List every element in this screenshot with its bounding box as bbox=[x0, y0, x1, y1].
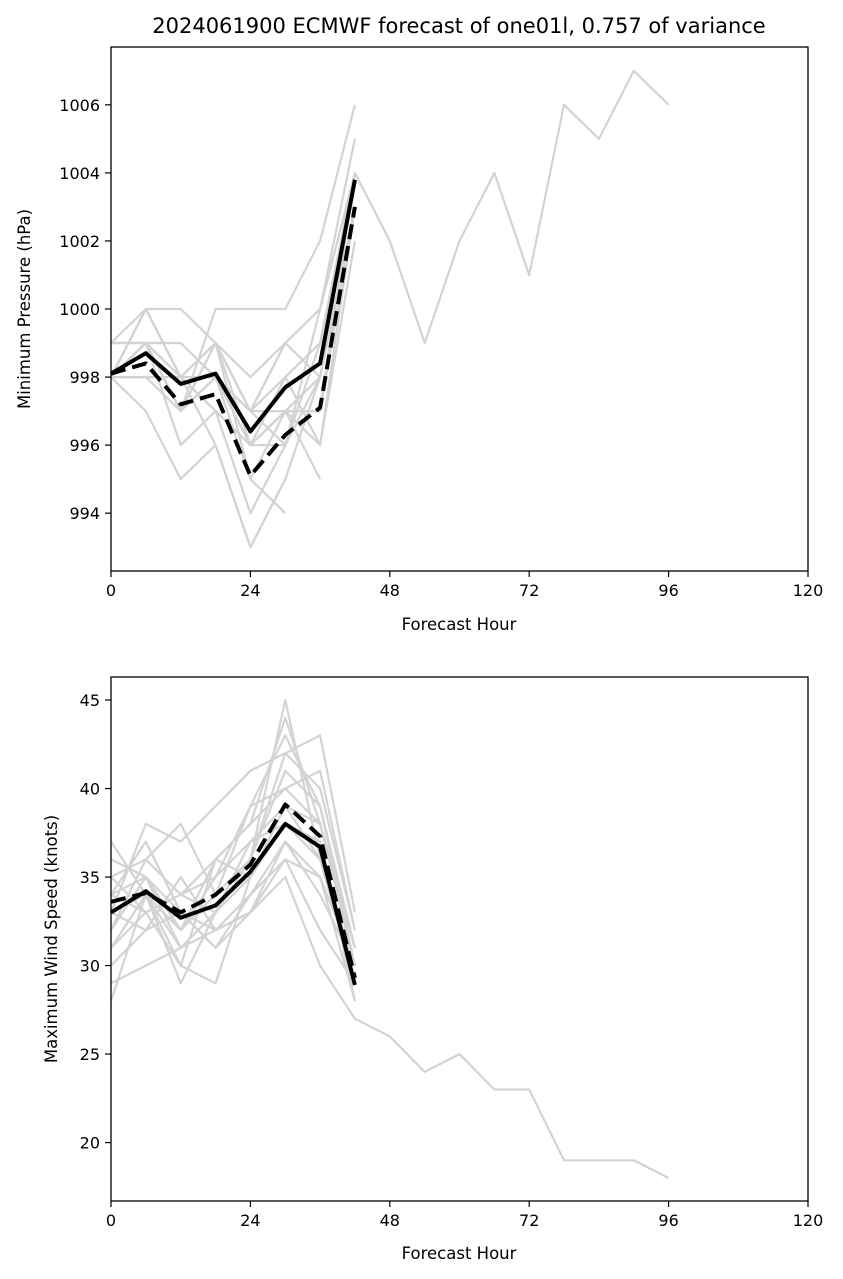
wind-member-line-8 bbox=[110, 805, 356, 949]
wind-member-line-10 bbox=[110, 840, 356, 1002]
pressure-y-tick-label: 1002 bbox=[59, 232, 100, 251]
pressure-y-ticks: 994 996 998 1000 1002 1004 1006 bbox=[59, 96, 111, 523]
pressure-y-tick-label: 996 bbox=[69, 436, 100, 455]
wind-x-tick-label: 24 bbox=[240, 1211, 260, 1230]
pressure-ensemble-members bbox=[110, 69, 670, 549]
wind-dashed-line bbox=[110, 802, 357, 979]
pressure-member-line-16 bbox=[110, 172, 356, 413]
wind-solid-line bbox=[109, 821, 357, 986]
pressure-y-tick-label: 1004 bbox=[59, 164, 100, 183]
pressure-x-tick-label: 120 bbox=[793, 581, 824, 600]
wind-member-line-16 bbox=[110, 858, 356, 967]
pressure-x-tick-label: 96 bbox=[658, 581, 678, 600]
pressure-x-tick-label: 0 bbox=[106, 581, 116, 600]
wind-y-tick-label: 20 bbox=[80, 1134, 100, 1153]
pressure-y-tick-label: 998 bbox=[69, 368, 100, 387]
pressure-panel: 2024061900 ECMWF forecast of one01l, 0.7… bbox=[15, 14, 823, 634]
wind-member-line-17 bbox=[110, 734, 356, 949]
wind-x-ticks: 0 24 48 72 96 120 bbox=[106, 1201, 823, 1230]
wind-member-line-14 bbox=[110, 840, 356, 967]
pressure-x-tick-label: 24 bbox=[240, 581, 260, 600]
wind-x-axis-label: Forecast Hour bbox=[402, 1244, 517, 1263]
pressure-x-axis-label: Forecast Hour bbox=[402, 615, 517, 634]
pressure-y-axis-label: Minimum Pressure (hPa) bbox=[15, 209, 34, 409]
pressure-y-tick-label: 994 bbox=[69, 504, 100, 523]
wind-y-ticks: 20 25 30 35 40 45 bbox=[80, 691, 111, 1153]
wind-y-tick-label: 30 bbox=[80, 957, 100, 976]
wind-plot-frame bbox=[110, 676, 809, 1202]
wind-x-tick-label: 48 bbox=[380, 1211, 400, 1230]
pressure-solid-line bbox=[109, 179, 357, 434]
pressure-y-tick-label: 1006 bbox=[59, 96, 100, 115]
wind-summary-lines bbox=[109, 802, 357, 986]
wind-x-tick-label: 96 bbox=[658, 1211, 678, 1230]
wind-y-tick-label: 35 bbox=[80, 868, 100, 887]
wind-member-line-18 bbox=[110, 822, 356, 966]
wind-x-tick-label: 72 bbox=[519, 1211, 539, 1230]
wind-y-tick-label: 25 bbox=[80, 1045, 100, 1064]
wind-ensemble-members bbox=[109, 698, 670, 1179]
pressure-member-line-18 bbox=[110, 206, 356, 447]
pressure-dashed-line bbox=[110, 206, 357, 478]
wind-y-tick-label: 40 bbox=[80, 780, 100, 799]
pressure-summary-lines bbox=[109, 179, 357, 478]
wind-member-line-4 bbox=[109, 734, 356, 913]
pressure-y-tick-label: 1000 bbox=[59, 300, 100, 319]
pressure-x-ticks: 0 24 48 72 96 120 bbox=[106, 571, 823, 600]
wind-y-tick-label: 45 bbox=[80, 691, 100, 710]
wind-member-line-15 bbox=[110, 822, 356, 984]
wind-x-tick-label: 120 bbox=[793, 1211, 824, 1230]
wind-y-axis-label: Maximum Wind Speed (knots) bbox=[42, 815, 61, 1063]
wind-x-tick-label: 0 bbox=[106, 1211, 116, 1230]
chart-title: 2024061900 ECMWF forecast of one01l, 0.7… bbox=[152, 14, 765, 38]
pressure-x-tick-label: 48 bbox=[380, 581, 400, 600]
pressure-x-tick-label: 72 bbox=[519, 581, 539, 600]
